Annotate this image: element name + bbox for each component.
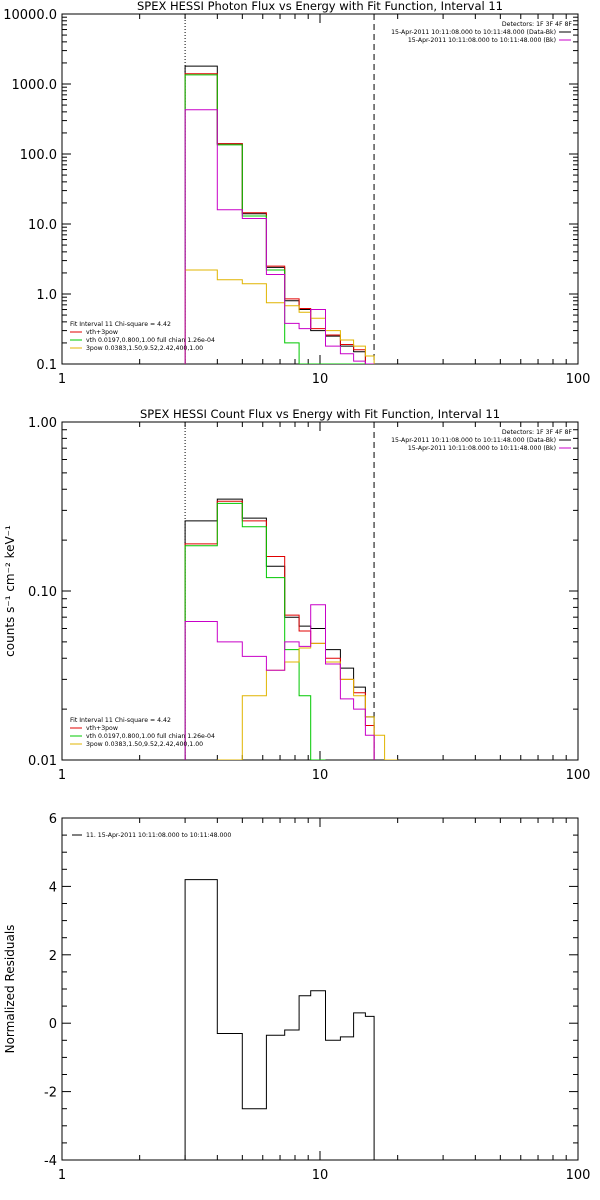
- x-tick-label: 1: [58, 768, 66, 783]
- data-series: [184, 498, 398, 760]
- legend-label: 3pow 0.0383,1.50,9.52,2.42,400,1.00: [86, 741, 203, 748]
- series-line-vth-3pow: [184, 500, 375, 760]
- y-tick-label: 0.1: [36, 358, 57, 373]
- series-line-3pow: [217, 642, 398, 760]
- legend-label: 15-Apr-2011 10:11:08.000 to 10:11:48.000…: [408, 445, 556, 452]
- x-tick-label: 1: [58, 372, 66, 387]
- data-series: [184, 879, 375, 1160]
- legend-header: Detectors: 1F 3F 4F 8F: [502, 21, 573, 28]
- x-tick-label: 1: [58, 1168, 66, 1183]
- series-line-data-bk: [184, 498, 375, 760]
- x-tick-label: 100: [566, 768, 591, 783]
- y-tick-label: 1.0: [36, 288, 57, 303]
- legend-label: vth 0.0197,0.800,1.00 full chian 1.26e-0…: [86, 733, 215, 740]
- plot-frame: [61, 817, 579, 1161]
- data-series: [184, 65, 375, 364]
- y-tick-label: 0.10: [28, 585, 57, 600]
- plot-frame: [61, 13, 579, 365]
- y-tick-label: 4: [49, 880, 57, 895]
- legend-label: vth+3pow: [86, 725, 118, 732]
- legend-label: vth+3pow: [86, 329, 118, 336]
- series-line-vth: [184, 502, 326, 760]
- y-tick-label: 10.0: [28, 218, 57, 233]
- x-tick-label: 10: [312, 372, 329, 387]
- legend-header: Fit Interval 11 Chi-square = 4.42: [70, 321, 171, 328]
- x-tick-label: 100: [566, 1168, 591, 1183]
- legend-label: 3pow 0.0383,1.50,9.52,2.42,400,1.00: [86, 345, 203, 352]
- x-tick-label: 100: [566, 372, 591, 387]
- y-axis-label: counts s⁻¹ cm⁻² keV⁻¹: [3, 525, 17, 657]
- legend-header: Fit Interval 11 Chi-square = 4.42: [70, 717, 171, 724]
- y-tick-label: 2: [49, 949, 57, 964]
- y-tick-label: -4: [44, 1154, 57, 1169]
- y-tick-label: 10000.0: [3, 8, 57, 23]
- series-line-3pow: [184, 269, 375, 364]
- y-tick-label: -2: [44, 1086, 57, 1101]
- y-tick-label: 1.00: [28, 416, 57, 431]
- series-line-data-bk: [184, 65, 375, 364]
- y-axis-label: Normalized Residuals: [3, 925, 17, 1054]
- legend-label: 15-Apr-2011 10:11:08.000 to 10:11:48.000…: [391, 437, 556, 444]
- series-line-bk: [184, 109, 375, 364]
- photon-flux-panel: SPEX HESSI Photon Flux vs Energy with Fi…: [3, 0, 590, 387]
- count-flux-panel: SPEX HESSI Count Flux vs Energy with Fit…: [3, 407, 590, 783]
- residuals-panel: Normalized Residuals 1 10 100 -4 -2 0 2 4 6 11. 15…: [3, 812, 590, 1183]
- x-tick-label: 10: [312, 1168, 329, 1183]
- chart-title: SPEX HESSI Count Flux vs Energy with Fit…: [140, 407, 500, 421]
- y-tick-label: 0: [49, 1017, 57, 1032]
- plot-frame: [61, 421, 579, 761]
- chart-title: SPEX HESSI Photon Flux vs Energy with Fi…: [137, 0, 503, 13]
- legend-label: vth 0.0197,0.800,1.00 full chian 1.26e-0…: [86, 337, 215, 344]
- x-tick-label: 10: [312, 768, 329, 783]
- legend-label: 11. 15-Apr-2011 10:11:08.000 to 10:11:48…: [86, 832, 231, 839]
- y-tick-label: 100.0: [20, 148, 57, 163]
- legend-label: 15-Apr-2011 10:11:08.000 to 10:11:48.000…: [391, 29, 556, 36]
- series-line-bk: [184, 604, 375, 760]
- legend-label: 15-Apr-2011 10:11:08.000 to 10:11:48.000…: [408, 37, 556, 44]
- y-tick-label: 1000.0: [12, 78, 58, 93]
- y-tick-label: 6: [49, 812, 57, 827]
- series-line-vth-3pow: [184, 73, 375, 364]
- series-line-11-15-apr-2011-10-11-08-000-to: [184, 879, 375, 1160]
- y-tick-label: 0.01: [28, 754, 57, 769]
- legend-header: Detectors: 1F 3F 4F 8F: [502, 429, 573, 436]
- series-line-vth: [184, 74, 375, 364]
